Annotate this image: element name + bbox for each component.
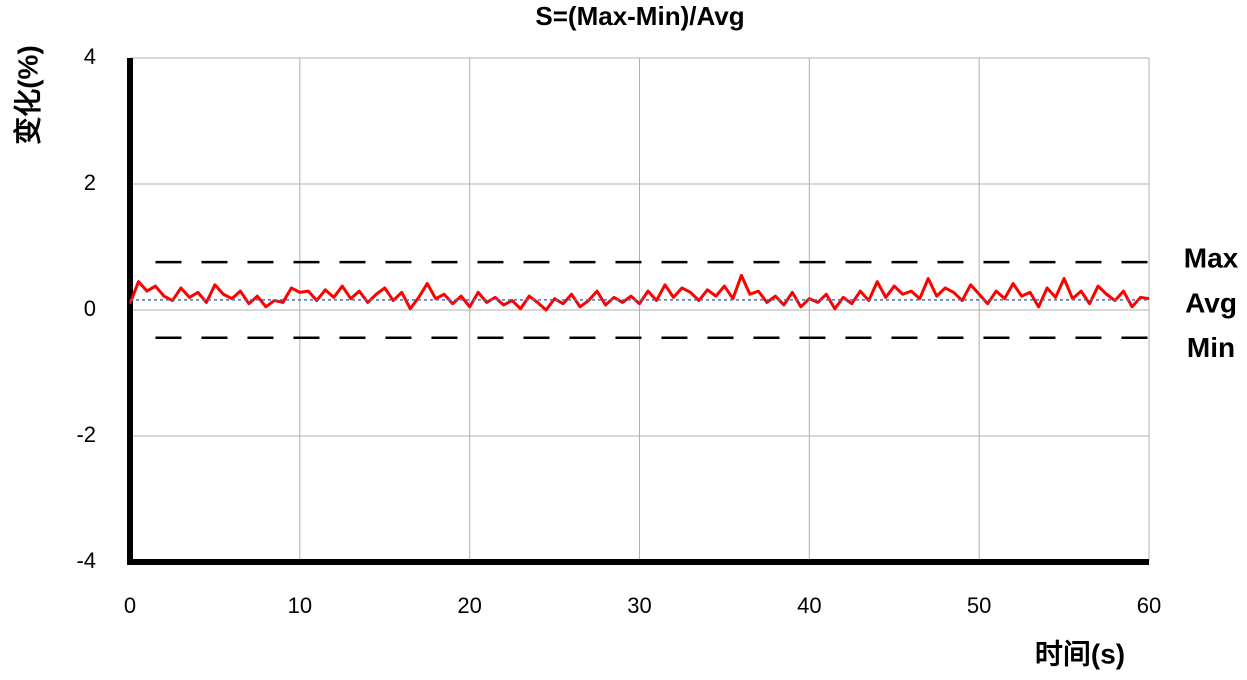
y-tick-label: 2 [84,170,96,195]
series-label: Max [1184,243,1239,274]
y-tick-label: 4 [84,44,96,69]
x-tick-label: 60 [1137,593,1161,618]
x-tick-label: 40 [797,593,821,618]
x-tick-label: 30 [627,593,651,618]
x-tick-label: 0 [124,593,136,618]
y-tick-label: 0 [84,296,96,321]
x-tick-label: 20 [457,593,481,618]
y-axis-label: 变化(%) [11,45,43,145]
x-tick-label: 50 [967,593,991,618]
series-line [128,273,1150,312]
y-tick-label: -4 [76,548,96,573]
x-tick-label: 10 [288,593,312,618]
series-label: Min [1187,332,1235,363]
chart-title: S=(Max-Min)/Avg [535,1,744,31]
series-label: Avg [1185,287,1237,318]
x-axis-label: 时间(s) [1035,638,1125,669]
y-tick-label: -2 [76,422,96,447]
